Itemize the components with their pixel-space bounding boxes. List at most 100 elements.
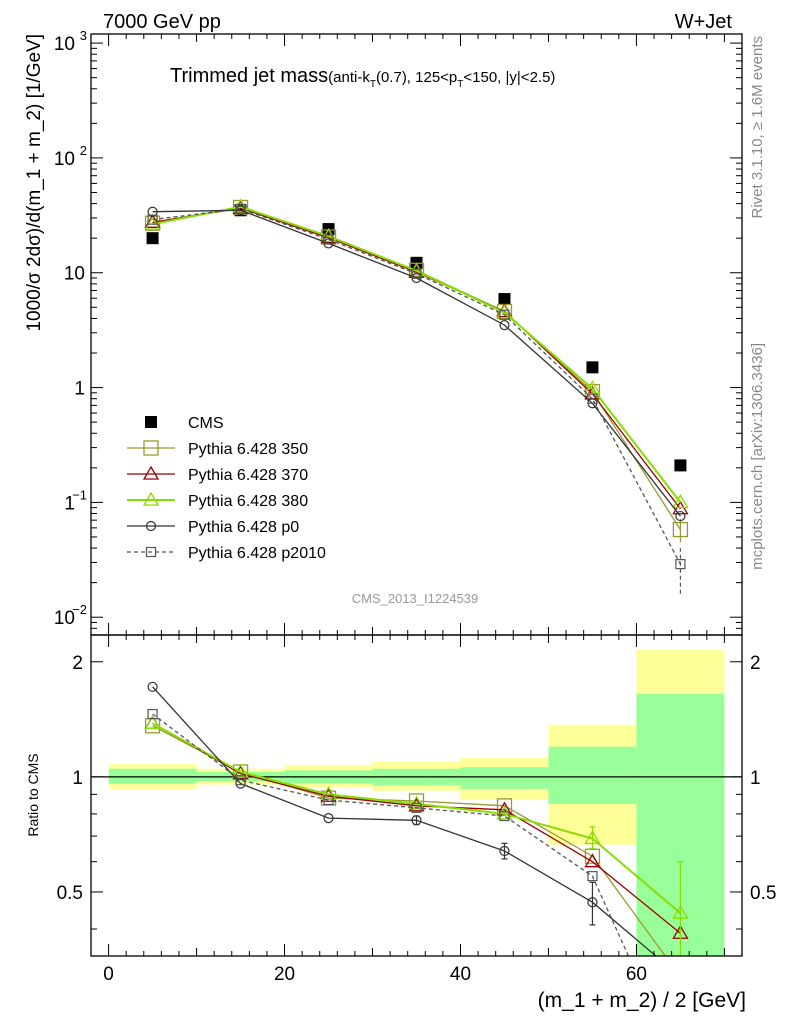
y-tick-exponent: −1 [72,487,87,502]
ratio-point [411,802,422,813]
y-tick-label: 10 [54,34,75,55]
mcplots-label: mcplots.cern.ch [arXiv:1306.3436] [749,343,766,570]
main-y-axis-label: 1000/σ 2dσ)/d(m_1 + m_2) [1/GeV] [24,34,45,332]
data-point [584,380,601,395]
title-sub-a: (anti-k [328,69,370,86]
title-sub-t2: T [457,79,463,90]
ratio-point [587,897,598,908]
ratio-series-group [144,681,689,956]
ratio-point [499,810,510,822]
series-cms [146,204,687,472]
analysis-id: CMS_2013_I1224539 [352,591,479,606]
series-pythia-6-428-380 [144,198,689,509]
ratio-line-pythia-6-428-p2010 [152,713,630,956]
data-point [235,203,246,214]
ratio-y-tick-label-right: 1 [750,768,761,789]
y-tick-exponent: −2 [72,602,87,617]
ratio-y-tick-label: 2 [72,653,83,674]
data-point [499,309,510,320]
y-tick-label: 1 [64,493,75,514]
process-label: W+Jet [675,11,733,33]
legend-marker [145,546,157,558]
rivet-label: Rivet 3.1.10, ≥ 1.6M events [749,36,766,219]
y-tick-label: 1 [74,379,85,400]
legend-entry: Pythia 6.428 p0 [127,519,299,536]
data-point [496,304,513,319]
ratio-point [147,708,158,720]
data-point [147,214,158,225]
series-line-pythia-6-428-370 [152,207,681,510]
legend-marker [145,416,157,428]
y-tick-exponent: 2 [80,143,87,158]
uncertainty-band-inner [460,767,549,789]
legend-marker [145,520,157,532]
legend-label: Pythia 6.428 p2010 [188,545,326,562]
ratio-line-pythia-6-428-370 [152,722,681,934]
data-point [672,521,689,538]
ratio-point [323,794,334,806]
ratio-point [496,798,513,814]
data-point [672,494,689,509]
x-tick-label: 0 [103,964,114,985]
legend-entry: Pythia 6.428 p2010 [127,545,326,562]
ratio-y-tick-label-right: 0.5 [750,883,776,904]
legend-entry: CMS [145,415,224,432]
ratio-point [672,904,689,919]
series-pythia-6-428-350 [144,199,689,543]
ratio-series-pythia-6-428-p2010 [147,708,630,956]
y-tick-exponent: 3 [80,28,87,43]
data-point [411,268,422,279]
ratio-y-tick-label-right: 2 [750,653,761,674]
ratio-frame [90,634,743,957]
title-sub-t1: T [370,79,376,90]
y-tick-label: 10 [54,608,75,629]
data-point [674,459,687,472]
ratio-point [584,830,601,845]
ratio-point [584,848,601,864]
ratio-panel: 0.5 0.51 12 20 20 40 60 [57,634,776,985]
series-pythia-6-428-p2010 [147,203,686,594]
x-tick-label: 20 [274,964,295,985]
data-point [144,214,161,228]
data-point [499,319,510,331]
data-point [408,263,425,278]
data-point [586,361,599,374]
plot-title: Trimmed jet mass(anti-kT(0.7), 125<pT<15… [170,65,555,90]
ratio-series-pythia-6-428-p0 [147,681,657,956]
uncertainty-band-inner [548,746,637,804]
x-axis-label: (m_1 + m_2) / 2 [GeV] [538,989,746,1012]
y-tick-label: 10 [64,264,85,285]
data-point [675,559,686,570]
series-line-pythia-6-428-p2010 [152,208,681,565]
ratio-point [323,813,334,824]
ratio-point [499,845,510,857]
data-point [498,293,511,306]
ratio-point [584,853,601,868]
legend-entry: Pythia 6.428 380 [127,491,308,510]
ratio-y-tick-label: 1 [72,768,83,789]
ratio-point [232,763,249,778]
y-tick-label: 10 [54,149,75,170]
data-point [146,232,159,245]
ratio-y-axis-label: Ratio to CMS [25,753,41,836]
legend-marker [142,491,160,506]
legend: CMS Pythia 6.428 350 Pythia 6.428 370 Pythi… [127,415,326,562]
ratio-point [147,681,158,692]
legend-entry: Pythia 6.428 350 [127,440,308,458]
legend-marker [143,440,159,456]
ratio-point [235,775,246,786]
x-tick-label: 40 [450,964,471,985]
legend-marker [142,465,160,480]
title-main: Trimmed jet mass [170,65,328,87]
ratio-point [411,815,422,826]
legend-label: Pythia 6.428 370 [188,467,308,484]
data-point [323,234,334,245]
x-tick-label: 60 [626,964,647,985]
legend-label: CMS [188,415,224,432]
data-point [675,510,686,522]
title-sub-b: (0.7), 125<p [376,69,457,86]
legend-label: Pythia 6.428 350 [188,441,308,458]
data-point [232,198,249,213]
